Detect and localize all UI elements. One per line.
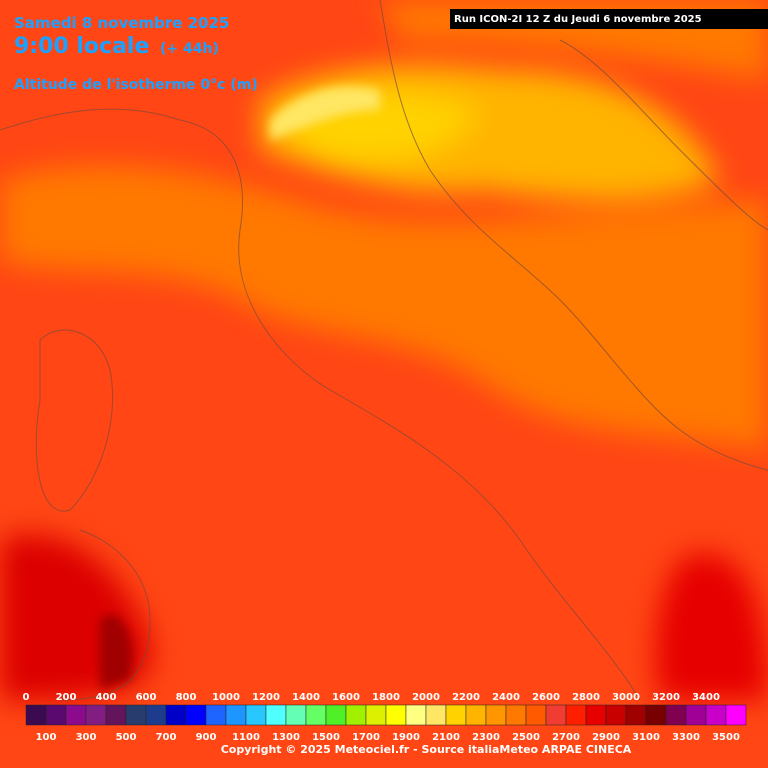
legend-label: 1600 [332,692,360,703]
legend-swatch [325,704,347,726]
legend-swatch [165,704,187,726]
legend-label: 2600 [532,692,560,703]
legend-label: 1800 [372,692,400,703]
legend-swatch [385,704,407,726]
legend-swatch [25,704,47,726]
legend-swatch [265,704,287,726]
time: 9:00 locale [14,34,149,59]
run-box [450,9,768,29]
legend-label: 1900 [392,732,420,743]
legend-label: 3500 [712,732,740,743]
legend-label: 1200 [252,692,280,703]
legend-label: 1400 [292,692,320,703]
legend: 0 200 400 600 800 1000 1200 1400 1600 1800 2000 220… [23,692,747,743]
legend-swatch [225,704,247,726]
legend-label: 2800 [572,692,600,703]
legend-swatch [105,704,127,726]
legend-label: 2700 [552,732,580,743]
legend-swatch [125,704,147,726]
legend-label: 3400 [692,692,720,703]
legend-swatch [485,704,507,726]
date: Samedi 8 novembre 2025 [14,14,229,32]
legend-swatch [285,704,307,726]
legend-label: 1000 [212,692,240,703]
legend-swatch [425,704,447,726]
parameter: Altitude de l'isotherme 0°c (m) [14,77,258,93]
legend-label: 2900 [592,732,620,743]
legend-swatch [685,704,707,726]
legend-swatch [705,704,727,726]
legend-swatch [65,704,87,726]
legend-label: 400 [96,692,117,703]
legend-label: 3200 [652,692,680,703]
legend-label: 500 [116,732,137,743]
legend-label: 3300 [672,732,700,743]
legend-label: 3000 [612,692,640,703]
legend-swatch [45,704,67,726]
legend-label: 1300 [272,732,300,743]
legend-label: 600 [136,692,157,703]
legend-label: 700 [156,732,177,743]
legend-label: 2200 [452,692,480,703]
legend-swatch [345,704,367,726]
legend-swatch [405,704,427,726]
legend-swatch [465,704,487,726]
legend-label: 800 [176,692,197,703]
legend-label: 2400 [492,692,520,703]
legend-label: 1500 [312,732,340,743]
legend-label: 100 [36,732,57,743]
lead-time: (+ 44h) [160,41,219,57]
legend-swatch [525,704,547,726]
copyright: Copyright © 2025 Meteociel.fr - Source i… [221,743,632,756]
legend-label: 200 [56,692,77,703]
run-info: Run ICON-2I 12 Z du Jeudi 6 novembre 202… [454,14,702,25]
legend-swatch [605,704,627,726]
legend-swatch [585,704,607,726]
legend-label: 3100 [632,732,660,743]
legend-label: 2100 [432,732,460,743]
legend-label: 2500 [512,732,540,743]
legend-label: 2000 [412,692,440,703]
legend-swatch [545,704,567,726]
legend-label: 1100 [232,732,260,743]
legend-label: 300 [76,732,97,743]
legend-label: 1700 [352,732,380,743]
legend-label: 0 [23,692,30,703]
legend-swatch [305,704,327,726]
legend-swatch [245,704,267,726]
legend-swatch [365,704,387,726]
legend-label: 2300 [472,732,500,743]
legend-swatch [565,704,587,726]
legend-label: 900 [196,732,217,743]
legend-swatch [185,704,207,726]
legend-swatch [665,704,687,726]
legend-swatch [85,704,107,726]
legend-swatch [505,704,527,726]
legend-swatch [725,704,747,726]
legend-swatch [445,704,467,726]
legend-swatch [645,704,667,726]
legend-swatch [205,704,227,726]
legend-swatch [145,704,167,726]
legend-swatch [625,704,647,726]
